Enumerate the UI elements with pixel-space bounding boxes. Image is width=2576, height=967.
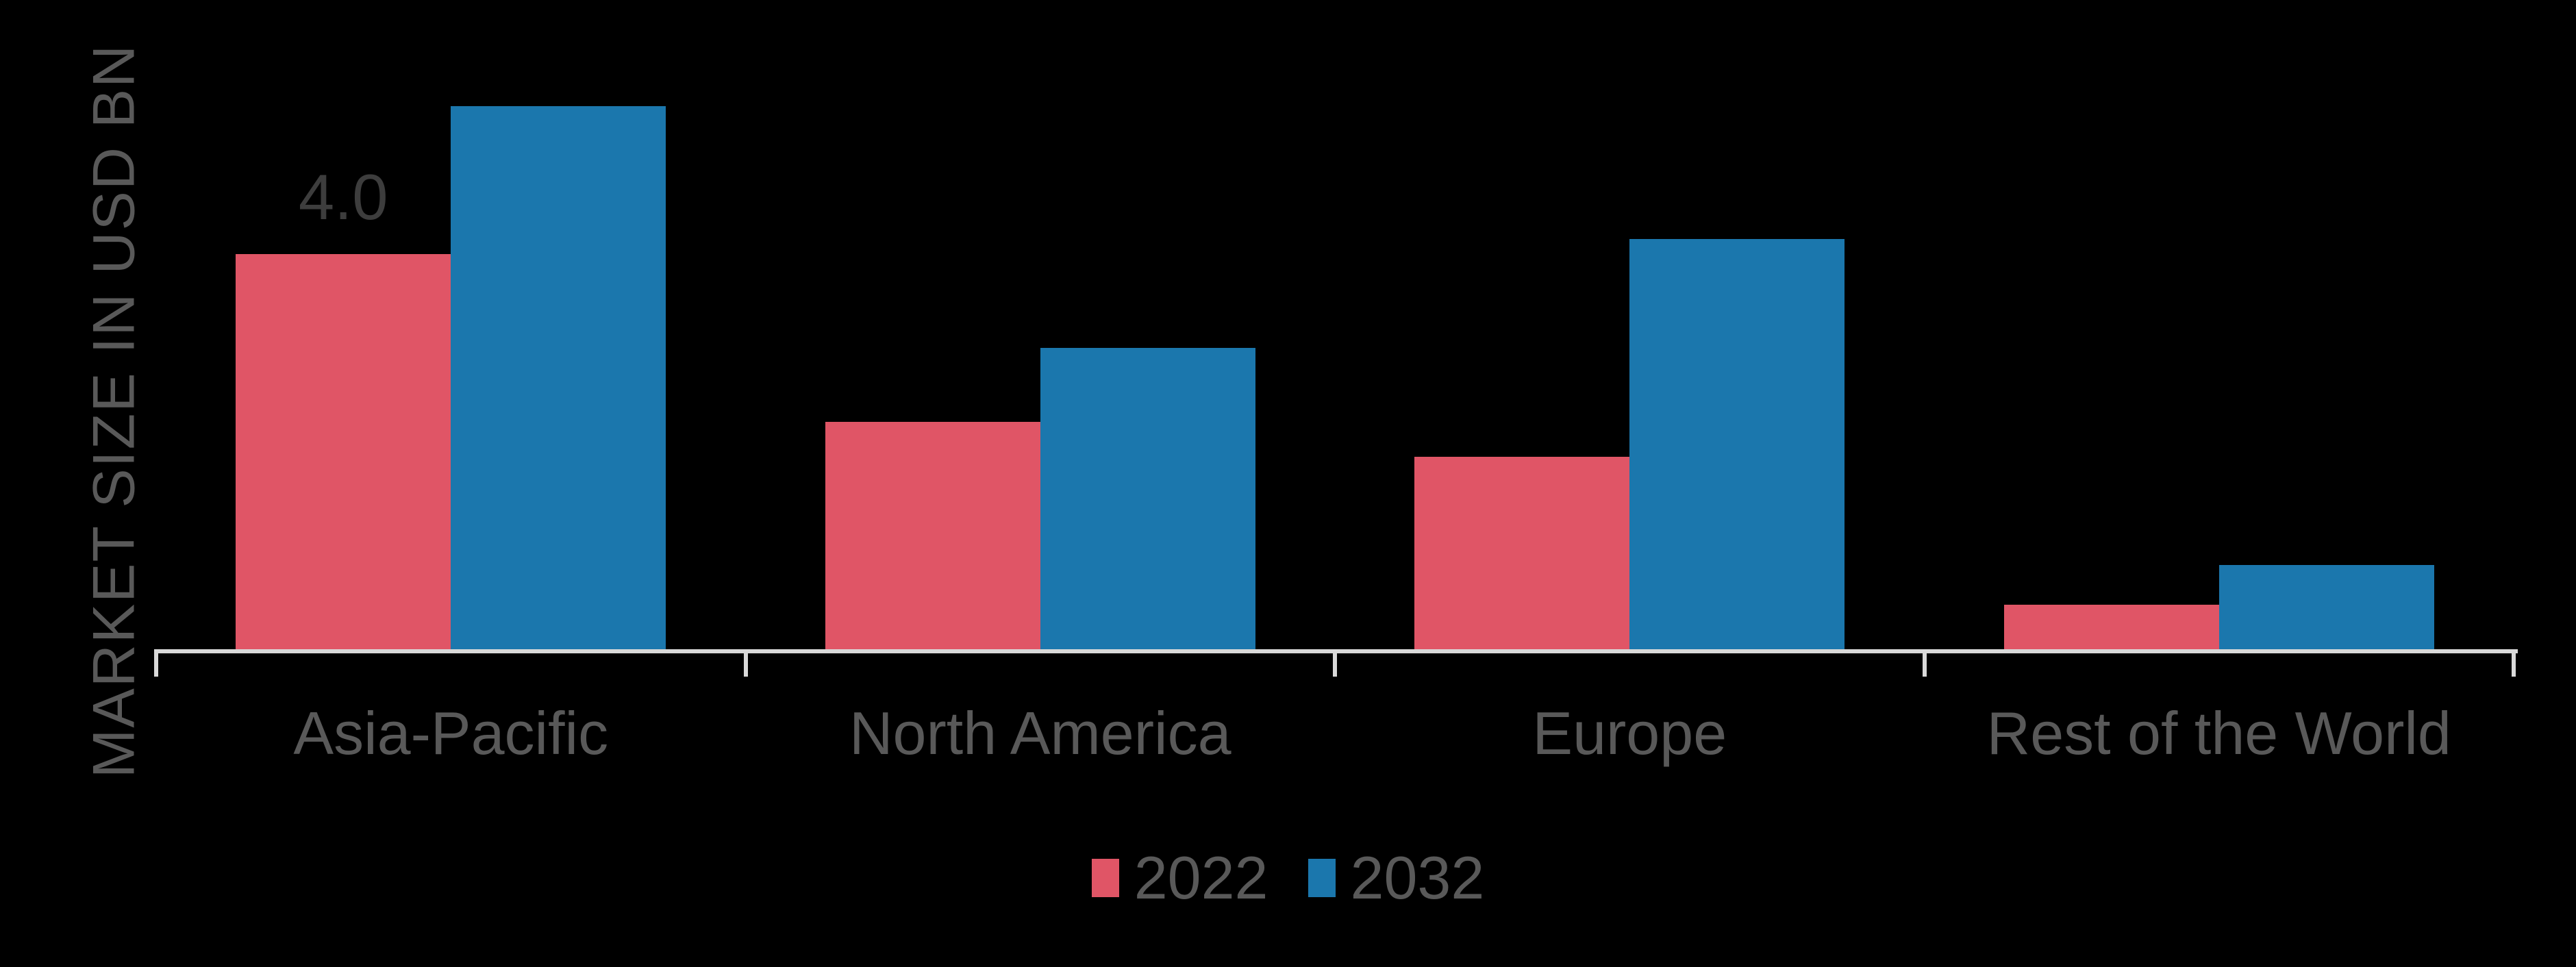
bar-2022-europe [1414,456,1630,649]
legend-label-2022: 2022 [1134,844,1268,912]
legend-label-2032: 2032 [1350,844,1485,912]
legend: 2022 2032 [0,848,2576,908]
x-axis-label-north-america: North America [849,699,1231,767]
x-axis-label-asia-pacific: Asia-Pacific [293,699,609,767]
bar-2022-asia-pacific [236,254,451,649]
x-axis-tick [1333,649,1337,677]
x-axis-tick [154,649,158,677]
bar-2032-rest-of-the-world [2218,565,2434,649]
legend-item-2022: 2022 [1091,844,1268,912]
bar-2032-asia-pacific [451,105,666,649]
legend-swatch-2022 [1091,859,1119,897]
x-axis-tick [1922,649,1927,677]
bar-2032-europe [1629,239,1845,649]
legend-item-2032: 2032 [1308,844,1485,912]
x-axis-label-rest-of-the-world: Rest of the World [1986,699,2451,767]
bar-2032-north-america [1040,348,1255,649]
legend-swatch-2032 [1308,859,1336,897]
bar-2022-north-america [825,422,1040,649]
x-axis-tick [743,649,748,677]
x-axis-label-europe: Europe [1532,699,1727,767]
x-axis-tick [2512,649,2516,677]
bar-2022-rest-of-the-world [2003,605,2219,649]
bar-value-label-2022-asia-pacific: 4.0 [298,161,388,233]
